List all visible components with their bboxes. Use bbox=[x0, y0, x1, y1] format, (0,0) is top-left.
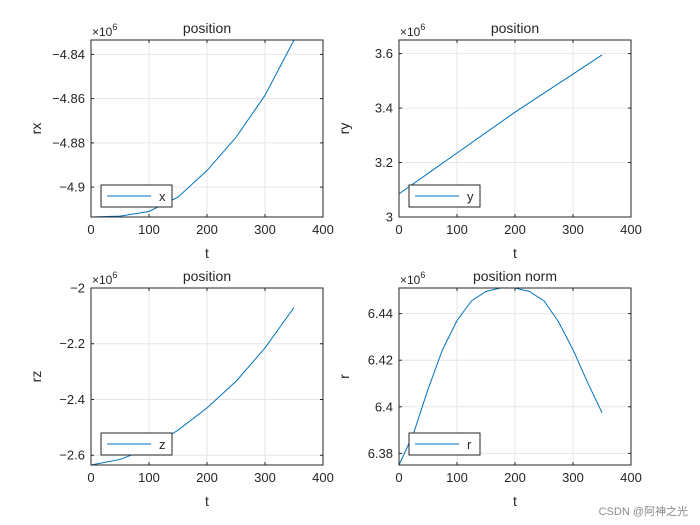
x-tick-label: 400 bbox=[312, 470, 334, 485]
legend: r bbox=[408, 432, 481, 456]
x-tick-label: 400 bbox=[620, 222, 642, 237]
y-tick-label: −2.4 bbox=[59, 392, 85, 407]
x-tick-label: 300 bbox=[562, 470, 584, 485]
x-tick-label: 200 bbox=[504, 222, 526, 237]
x-tick-label: 0 bbox=[395, 222, 402, 237]
x-tick-label: 100 bbox=[446, 470, 468, 485]
legend: z bbox=[100, 432, 173, 456]
subplot-3: 0 100 200 300 400 −2.6 −2.4 −2.2 −2 ×106 position t… bbox=[28, 268, 334, 509]
series-line-x bbox=[90, 39, 295, 218]
y-tick-label: 6.42 bbox=[368, 353, 393, 368]
chart-title: position bbox=[183, 268, 231, 284]
y-tick-label: −4.9 bbox=[59, 180, 85, 195]
x-axis-label: t bbox=[513, 493, 517, 509]
y-tick-label: 3.4 bbox=[375, 101, 393, 116]
x-tick-label: 0 bbox=[87, 222, 94, 237]
legend: y bbox=[408, 184, 481, 208]
chart-title: position bbox=[491, 20, 539, 36]
y-tick-label: −4.88 bbox=[52, 135, 85, 150]
legend: x bbox=[100, 184, 173, 208]
subplot-4: 0 100 200 300 400 6.38 6.4 6.42 6.44 ×106 position… bbox=[336, 268, 642, 509]
x-tick-label: 400 bbox=[620, 470, 642, 485]
y-axis-label: rz bbox=[28, 371, 44, 383]
y-axis-label: ry bbox=[336, 123, 352, 135]
y-exponent-label: ×106 bbox=[400, 270, 425, 287]
y-tick-label: −2.6 bbox=[59, 448, 85, 463]
series-line-y bbox=[398, 54, 603, 195]
y-tick-label: 6.38 bbox=[368, 446, 393, 461]
x-tick-label: 200 bbox=[504, 470, 526, 485]
y-tick-label: 3.2 bbox=[375, 155, 393, 170]
x-tick-label: 400 bbox=[312, 222, 334, 237]
x-axis-label: t bbox=[205, 493, 209, 509]
y-tick-label: −4.86 bbox=[52, 91, 85, 106]
y-exponent-label: ×106 bbox=[400, 22, 425, 39]
y-tick-label: 3.6 bbox=[375, 46, 393, 61]
subplot-2: 0 100 200 300 400 3 3.2 3.4 3.6 ×106 position t ry y bbox=[336, 20, 642, 261]
y-tick-label: −4.84 bbox=[52, 47, 85, 62]
x-tick-label: 100 bbox=[138, 222, 160, 237]
series-line-z bbox=[90, 307, 295, 466]
x-axis-label: t bbox=[205, 245, 209, 261]
chart-title: position bbox=[183, 20, 231, 36]
y-tick-label: −2 bbox=[70, 281, 85, 296]
chart-title: position norm bbox=[473, 268, 557, 284]
x-tick-label: 100 bbox=[138, 470, 160, 485]
x-tick-label: 100 bbox=[446, 222, 468, 237]
y-axis-label: rx bbox=[28, 123, 44, 135]
legend-label-x: x bbox=[159, 189, 166, 204]
x-tick-label: 300 bbox=[254, 470, 276, 485]
subplot-1: 0 100 200 300 400 −4.9 −4.88 −4.86 −4.84 ×106 posi… bbox=[28, 20, 334, 261]
watermark: CSDN @阿神之光 bbox=[598, 506, 688, 518]
x-tick-label: 300 bbox=[562, 222, 584, 237]
x-tick-label: 200 bbox=[196, 470, 218, 485]
x-tick-label: 300 bbox=[254, 222, 276, 237]
y-exponent-label: ×106 bbox=[92, 22, 117, 39]
y-tick-label: 6.4 bbox=[375, 399, 393, 414]
y-tick-label: −2.2 bbox=[59, 336, 85, 351]
x-axis-label: t bbox=[513, 245, 517, 261]
y-axis-label: r bbox=[336, 374, 352, 379]
y-tick-label: 3 bbox=[386, 210, 393, 225]
x-tick-label: 0 bbox=[87, 470, 94, 485]
legend-label-z: z bbox=[159, 437, 166, 452]
x-tick-label: 200 bbox=[196, 222, 218, 237]
legend-label-y: y bbox=[467, 189, 474, 204]
legend-label-r: r bbox=[467, 437, 472, 452]
y-tick-label: 6.44 bbox=[368, 306, 393, 321]
x-tick-label: 0 bbox=[395, 470, 402, 485]
y-exponent-label: ×106 bbox=[92, 270, 117, 287]
